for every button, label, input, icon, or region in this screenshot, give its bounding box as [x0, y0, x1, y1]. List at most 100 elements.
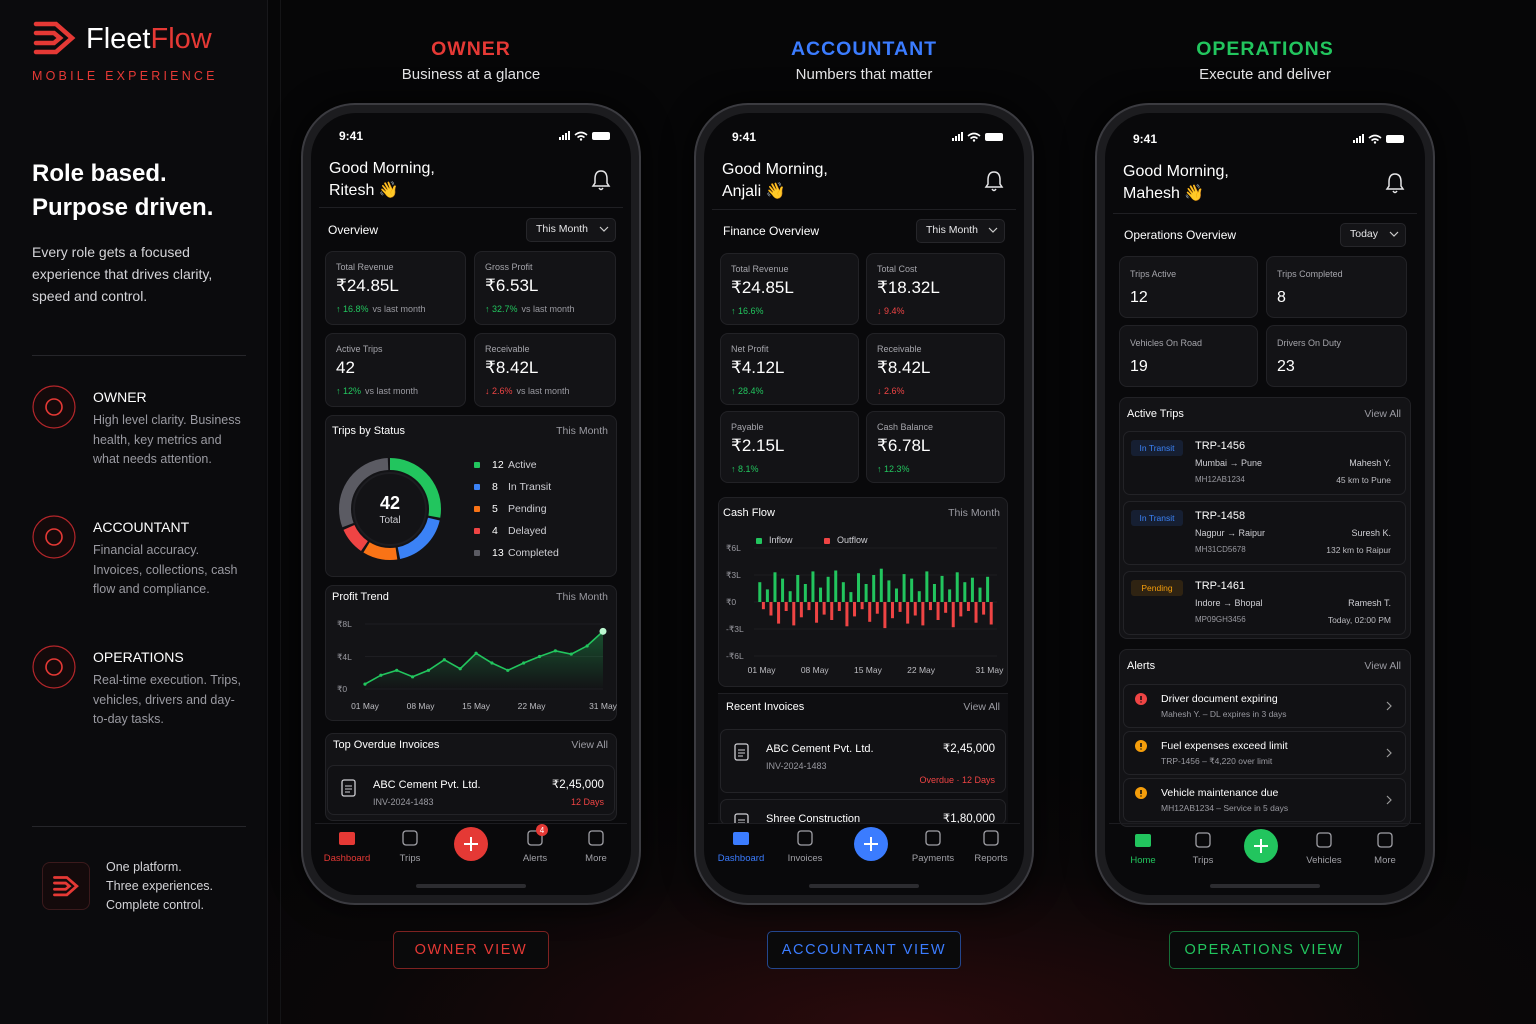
view-all[interactable]: View All — [1364, 408, 1401, 420]
bar — [982, 602, 986, 615]
view-button-label[interactable]: OWNER VIEW — [414, 942, 528, 958]
legend-swatch — [474, 484, 480, 490]
legend-name: Outflow — [837, 535, 868, 545]
nav-divider — [708, 823, 1020, 824]
nav-label[interactable]: Alerts — [522, 853, 548, 864]
chevron — [1389, 231, 1399, 237]
role-heading: OWNER — [431, 38, 511, 60]
nav-icon[interactable] — [797, 830, 813, 846]
kpi-value: ₹6.78L — [877, 436, 931, 455]
dropdown-label[interactable]: This Month — [926, 224, 978, 236]
kpi-label: Active Trips — [336, 344, 383, 354]
point — [395, 668, 399, 672]
bar — [868, 602, 872, 622]
legend-value: 12 — [492, 459, 504, 471]
brand-name: FleetFlow — [86, 22, 212, 57]
nav-icon[interactable]: 4 — [527, 824, 548, 846]
kpi-value: 42 — [336, 358, 355, 377]
invoice-row[interactable] — [327, 765, 615, 815]
point — [585, 644, 589, 648]
signal-bar — [565, 133, 567, 140]
nav-label[interactable]: Dashboard — [323, 853, 371, 864]
nav-label[interactable]: Vehicles — [1306, 855, 1342, 866]
bar — [948, 589, 952, 602]
dropdown-label[interactable]: This Month — [536, 223, 588, 235]
kpi-value: 8 — [1277, 289, 1286, 306]
view-button-label[interactable]: OPERATIONS VIEW — [1184, 942, 1344, 958]
kpi-card — [866, 411, 1005, 483]
invoice-client: ABC Cement Pvt. Ltd. — [766, 743, 874, 755]
bar-chart — [754, 547, 997, 657]
logo-icon — [53, 876, 79, 897]
nav-icon[interactable] — [1195, 832, 1211, 848]
nav-icon[interactable] — [588, 830, 604, 846]
trip-row[interactable] — [1123, 501, 1406, 565]
bar — [765, 589, 769, 602]
nav-icon[interactable] — [1316, 832, 1332, 848]
trip-row[interactable] — [1123, 431, 1406, 495]
bar — [940, 575, 944, 602]
text-part: ↑ 8.1% — [731, 464, 759, 474]
role-title: OWNER — [93, 389, 147, 405]
view-all[interactable]: View All — [1364, 660, 1401, 672]
dropdown-label[interactable]: Today — [1350, 228, 1379, 240]
nav-icon[interactable] — [733, 830, 749, 846]
nav-label[interactable]: Trips — [1192, 855, 1214, 866]
kpi-label: Vehicles On Road — [1130, 338, 1203, 348]
point — [363, 682, 367, 686]
y-tick-label: ₹4L — [337, 651, 352, 662]
add-button[interactable] — [854, 827, 888, 861]
nav-label[interactable]: Dashboard — [717, 853, 765, 864]
alert-row[interactable] — [1123, 731, 1406, 775]
signal-bar — [952, 138, 954, 141]
role-heading: ACCOUNTANT — [790, 38, 938, 60]
nav-icon[interactable] — [402, 830, 418, 846]
doc — [341, 779, 356, 797]
view-button-label[interactable]: ACCOUNTANT VIEW — [781, 942, 947, 958]
bar — [796, 575, 800, 602]
nav-label[interactable]: Invoices — [787, 853, 823, 864]
add-button[interactable] — [1244, 829, 1278, 863]
card-period: This Month — [948, 507, 1000, 519]
nav-label[interactable]: Payments — [911, 853, 955, 864]
text-part: ↑ 28.4% — [731, 386, 764, 396]
icon-glyph — [45, 398, 63, 416]
nav-icon[interactable] — [983, 830, 999, 846]
nav-icon[interactable] — [1135, 832, 1151, 848]
trip-driver: Mahesh Y. — [1349, 458, 1391, 468]
nav-label[interactable]: More — [585, 853, 607, 864]
home-indicator — [1210, 884, 1320, 888]
bell — [984, 171, 1004, 192]
view-button[interactable] — [1169, 931, 1359, 969]
nav-label[interactable]: Home — [1130, 855, 1156, 866]
nav-label[interactable]: Reports — [974, 853, 1008, 864]
text-part: ↑ 32.7% — [485, 304, 518, 314]
x-tick-label: 22 May — [907, 665, 935, 675]
invoice-row[interactable] — [720, 729, 1006, 793]
view-all[interactable]: View All — [571, 739, 608, 751]
kpi-change: ↑ 32.7% vs last month — [485, 304, 575, 315]
add-button[interactable] — [454, 827, 488, 861]
card-period: This Month — [556, 591, 608, 603]
view-all[interactable]: View All — [963, 701, 1000, 713]
bar — [902, 574, 906, 602]
nav-icon[interactable] — [339, 830, 355, 846]
trip-row[interactable] — [1123, 571, 1406, 635]
view-button[interactable] — [767, 931, 961, 969]
nav-icon[interactable] — [925, 830, 941, 846]
bar — [890, 602, 894, 619]
alert-row[interactable] — [1123, 684, 1406, 728]
nav-label[interactable]: Trips — [399, 853, 421, 864]
dropdown[interactable] — [526, 218, 616, 242]
alert-row[interactable] — [1123, 778, 1406, 822]
legend-name: Delayed — [508, 525, 547, 537]
invoice-amount: ₹1,80,000 — [942, 813, 995, 825]
view-button[interactable] — [393, 931, 549, 969]
dropdown[interactable] — [916, 219, 1005, 243]
chevron-path — [1386, 795, 1392, 805]
donut-chart — [339, 458, 441, 560]
nav-label[interactable]: More — [1374, 855, 1396, 866]
kpi-label: Receivable — [485, 344, 530, 354]
nav-icon[interactable] — [1377, 832, 1393, 848]
